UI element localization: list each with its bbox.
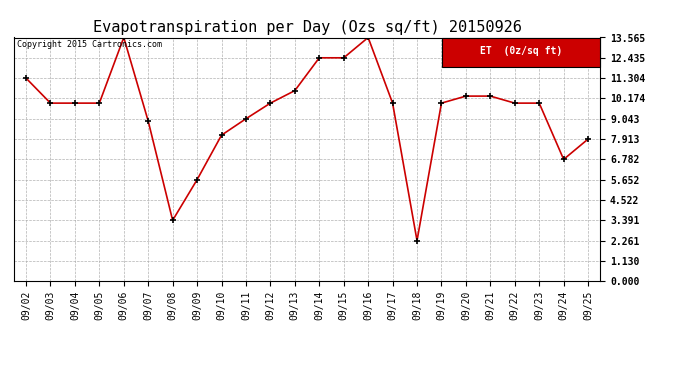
Text: Copyright 2015 Cartronics.com: Copyright 2015 Cartronics.com [17,40,161,49]
Title: Evapotranspiration per Day (Ozs sq/ft) 20150926: Evapotranspiration per Day (Ozs sq/ft) 2… [92,20,522,35]
Text: ET  (0z/sq ft): ET (0z/sq ft) [480,46,562,56]
FancyBboxPatch shape [442,38,600,67]
